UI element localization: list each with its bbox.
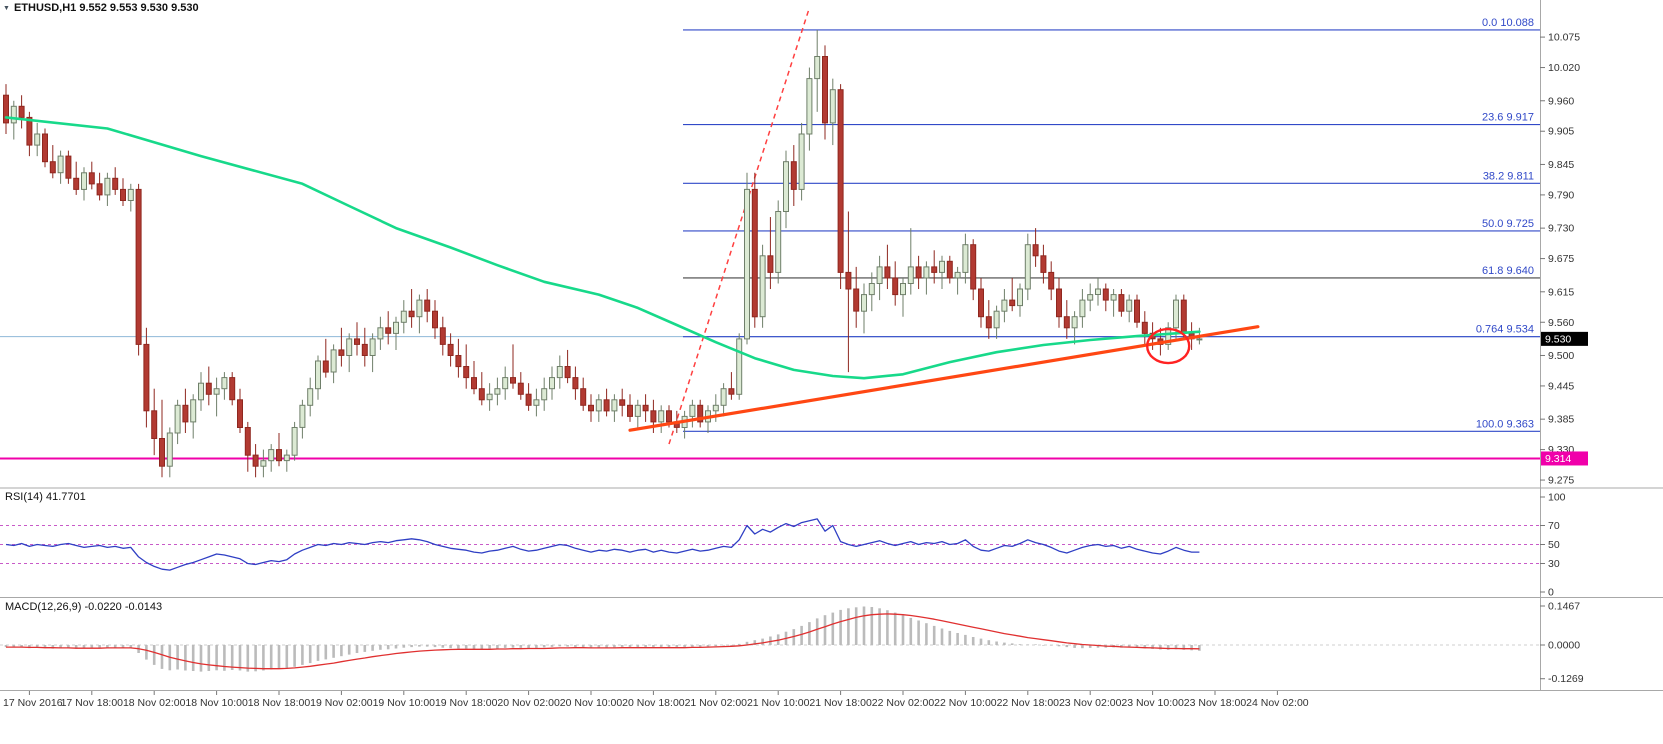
fibonacci-retracement[interactable]: 0.0 10.088 23.6 9.917 38.2 9.811 50.0 9.725… [683, 17, 1540, 432]
svg-text:23 Nov 10:00: 23 Nov 10:00 [1121, 697, 1184, 709]
support-trendline[interactable] [628, 325, 1260, 432]
chart-header: ▼ ETHUSD,H1 9.552 9.553 9.530 9.530 [3, 2, 199, 14]
svg-text:17 Nov 2016: 17 Nov 2016 [3, 697, 63, 709]
svg-text:100.0 9.363: 100.0 9.363 [1476, 418, 1534, 430]
svg-text:17 Nov 18:00: 17 Nov 18:00 [61, 697, 124, 709]
svg-text:20 Nov 18:00: 20 Nov 18:00 [622, 697, 685, 709]
svg-text:22 Nov 10:00: 22 Nov 10:00 [934, 697, 997, 709]
svg-text:20 Nov 02:00: 20 Nov 02:00 [497, 697, 560, 709]
highlight-circle[interactable] [1145, 327, 1191, 365]
svg-text:61.8 9.640: 61.8 9.640 [1482, 265, 1534, 277]
svg-text:50.0 9.725: 50.0 9.725 [1482, 218, 1534, 230]
svg-text:9.905: 9.905 [1548, 126, 1574, 138]
svg-text:9.560: 9.560 [1548, 317, 1574, 329]
svg-text:23 Nov 02:00: 23 Nov 02:00 [1059, 697, 1122, 709]
moving-average-line [4, 116, 1201, 380]
candles-layer [3, 29, 1203, 478]
svg-text:9.500: 9.500 [1548, 350, 1574, 362]
svg-text:23 Nov 18:00: 23 Nov 18:00 [1184, 697, 1247, 709]
svg-text:70: 70 [1548, 520, 1560, 532]
svg-text:20 Nov 10:00: 20 Nov 10:00 [560, 697, 623, 709]
svg-text:9.615: 9.615 [1548, 286, 1574, 298]
svg-text:-0.1269: -0.1269 [1548, 673, 1584, 685]
svg-text:22 Nov 02:00: 22 Nov 02:00 [872, 697, 935, 709]
dashed-trendline[interactable] [668, 7, 811, 445]
svg-text:38.2 9.811: 38.2 9.811 [1483, 170, 1534, 182]
svg-text:30: 30 [1548, 558, 1560, 570]
svg-text:9.530: 9.530 [1545, 333, 1571, 345]
svg-text:0.0000: 0.0000 [1548, 640, 1580, 652]
svg-text:0.1467: 0.1467 [1548, 601, 1580, 613]
svg-text:9.960: 9.960 [1548, 95, 1574, 107]
svg-text:19 Nov 10:00: 19 Nov 10:00 [373, 697, 436, 709]
svg-text:10.020: 10.020 [1548, 62, 1580, 74]
svg-text:21 Nov 18:00: 21 Nov 18:00 [809, 697, 872, 709]
svg-text:18 Nov 02:00: 18 Nov 02:00 [123, 697, 186, 709]
svg-text:22 Nov 18:00: 22 Nov 18:00 [997, 697, 1060, 709]
svg-text:9.675: 9.675 [1548, 253, 1574, 265]
rsi-indicator-label: RSI(14) 41.7701 [5, 491, 86, 503]
svg-text:21 Nov 02:00: 21 Nov 02:00 [685, 697, 748, 709]
symbol-ohlc-label: ETHUSD,H1 9.552 9.553 9.530 9.530 [13, 2, 199, 14]
svg-text:18 Nov 18:00: 18 Nov 18:00 [248, 697, 311, 709]
svg-text:9.730: 9.730 [1548, 223, 1574, 235]
svg-text:19 Nov 18:00: 19 Nov 18:00 [435, 697, 498, 709]
rsi-panel: 100 70 50 30 0 [0, 492, 1566, 599]
svg-text:19 Nov 02:00: 19 Nov 02:00 [310, 697, 373, 709]
svg-text:0: 0 [1548, 587, 1554, 599]
svg-text:9.445: 9.445 [1548, 380, 1574, 392]
panel-separators [0, 0, 1663, 691]
price-tags: 9.530 9.314 [1541, 331, 1588, 466]
svg-text:0.0 10.088: 0.0 10.088 [1482, 17, 1534, 29]
price-axis[interactable]: 10.075 10.020 9.960 9.905 9.845 9.790 9.730 9.6… [1540, 32, 1580, 487]
macd-indicator-label: MACD(12,26,9) -0.0220 -0.0143 [5, 601, 163, 613]
macd-panel: 0.1467 0.0000 -0.1269 [0, 601, 1584, 685]
svg-text:9.385: 9.385 [1548, 414, 1574, 426]
svg-text:9.314: 9.314 [1545, 453, 1571, 465]
svg-text:50: 50 [1548, 539, 1560, 551]
svg-text:18 Nov 10:00: 18 Nov 10:00 [185, 697, 248, 709]
svg-text:100: 100 [1548, 492, 1566, 504]
svg-text:23.6 9.917: 23.6 9.917 [1482, 112, 1534, 124]
svg-text:9.275: 9.275 [1548, 475, 1574, 487]
svg-text:21 Nov 10:00: 21 Nov 10:00 [747, 697, 810, 709]
svg-text:0.764 9.534: 0.764 9.534 [1476, 324, 1534, 336]
svg-text:24 Nov 02:00: 24 Nov 02:00 [1246, 697, 1309, 709]
svg-text:9.845: 9.845 [1548, 159, 1574, 171]
symbol-dropdown-icon[interactable]: ▼ [3, 4, 10, 12]
svg-text:9.790: 9.790 [1548, 189, 1574, 201]
svg-text:10.075: 10.075 [1548, 32, 1580, 44]
